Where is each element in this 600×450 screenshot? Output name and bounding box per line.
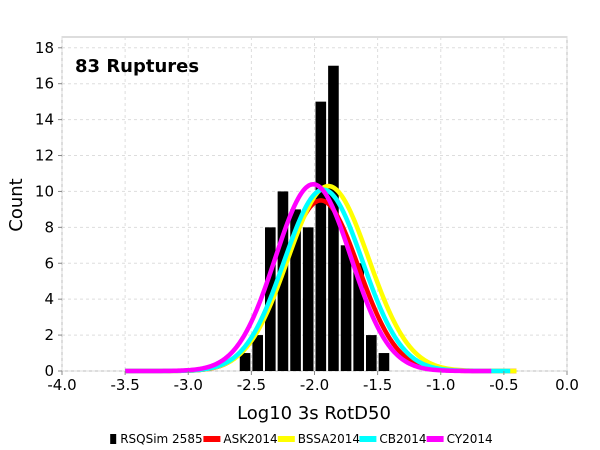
histogram-bar bbox=[353, 263, 364, 371]
legend-swatch bbox=[277, 436, 295, 442]
curve-cy2014 bbox=[124, 182, 492, 374]
histogram-bar bbox=[290, 209, 301, 371]
x-tick-label: -2.0 bbox=[300, 376, 329, 394]
legend-label: BSSA2014 bbox=[298, 432, 360, 446]
legend-item: RSQSim 2585 bbox=[110, 432, 203, 446]
rupture-count-annotation: 83 Ruptures bbox=[75, 56, 199, 77]
legend-swatch bbox=[426, 436, 444, 442]
x-tick-label: -1.5 bbox=[363, 376, 392, 394]
legend-label: ASK2014 bbox=[223, 432, 277, 446]
x-tick-label: -0.5 bbox=[489, 376, 518, 394]
histogram-bar bbox=[239, 353, 251, 371]
y-tick-label: 6 bbox=[44, 254, 54, 272]
legend-swatch bbox=[203, 436, 221, 442]
x-axis-title: Log10 3s RotD50 bbox=[237, 403, 391, 424]
legend-item: BSSA2014 bbox=[277, 432, 360, 446]
legend: RSQSim 2585 ASK2014 BSSA2014 CB2014 CY2014 bbox=[110, 432, 493, 446]
histogram-bar bbox=[315, 101, 327, 371]
histogram-bar bbox=[302, 227, 314, 371]
axes: -4.0 -3.5 -3.0 -2.5 -2.0 -1.5 -1.0 -0.5 0.0 0 2 4 6 8… bbox=[35, 39, 579, 394]
y-tick-label: 0 bbox=[44, 362, 54, 380]
x-tick-label: -3.0 bbox=[174, 376, 203, 394]
legend-item: ASK2014 bbox=[203, 432, 278, 446]
histogram-bar bbox=[340, 245, 352, 371]
legend-label: CB2014 bbox=[379, 432, 426, 446]
y-tick-label: 14 bbox=[35, 111, 54, 129]
legend-swatch bbox=[110, 434, 117, 444]
histogram-bar bbox=[378, 353, 390, 371]
y-tick-label: 16 bbox=[35, 75, 54, 93]
y-tick-label: 10 bbox=[35, 182, 54, 200]
histogram-bar bbox=[252, 335, 263, 371]
legend-item: CY2014 bbox=[426, 432, 493, 446]
x-tick-label: 0.0 bbox=[555, 376, 579, 394]
y-tick-label: 4 bbox=[44, 290, 54, 308]
legend-swatch bbox=[359, 436, 377, 442]
model-curves bbox=[124, 182, 517, 374]
x-tick-label: -4.0 bbox=[47, 376, 76, 394]
legend-label: RSQSim 2585 bbox=[120, 432, 202, 446]
x-tick-label: -2.5 bbox=[237, 376, 266, 394]
y-tick-label: 12 bbox=[35, 147, 54, 165]
histogram-bar bbox=[366, 335, 377, 371]
y-tick-label: 8 bbox=[44, 218, 54, 236]
y-axis-title: Count bbox=[6, 178, 27, 231]
x-tick-label: -3.5 bbox=[110, 376, 139, 394]
x-tick-label: -1.0 bbox=[426, 376, 455, 394]
y-tick-label: 2 bbox=[44, 326, 54, 344]
y-tick-label: 18 bbox=[35, 39, 54, 57]
legend-item: CB2014 bbox=[359, 432, 427, 446]
histogram-bar bbox=[277, 191, 289, 371]
histogram-bar bbox=[328, 65, 339, 371]
legend-label: CY2014 bbox=[447, 432, 493, 446]
